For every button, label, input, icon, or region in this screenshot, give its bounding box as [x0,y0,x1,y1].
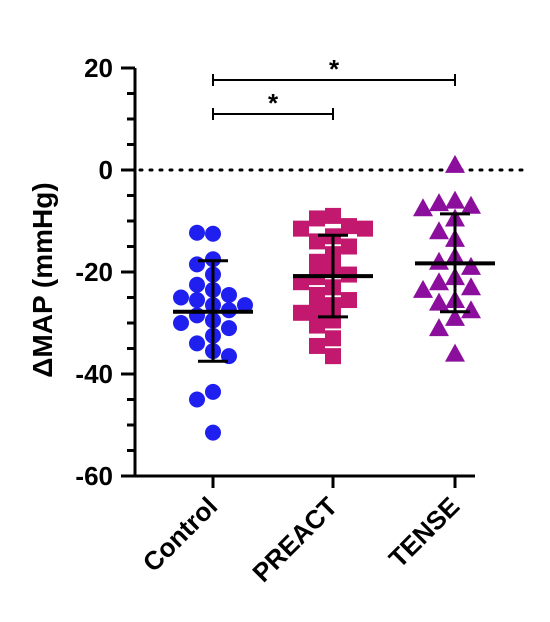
preact-point [341,292,357,309]
tense-point [429,292,449,311]
preact-point [293,304,309,321]
y-axis: 20 0 -20 -40 -60 [75,53,137,491]
preact-point [357,220,373,237]
tense-point [445,190,465,209]
control-point [173,289,189,306]
control-point [189,292,205,309]
tense-point [429,221,449,240]
preact-point [293,220,309,237]
tense-point [461,195,481,214]
preact-point [309,233,325,250]
control-point [205,424,221,441]
y-tick-label: -20 [75,257,113,287]
preact-point [341,218,357,235]
control-point [189,256,205,273]
x-category-label: TENSE [383,491,466,574]
tense-point [429,193,449,212]
mean-sd-bars [173,212,495,363]
preact-point [325,330,341,347]
tense-point [461,256,481,275]
preact-point [309,210,325,227]
control-point [205,251,221,268]
y-tick-label: -60 [75,461,113,491]
control-point [221,286,237,303]
control-point [189,391,205,408]
y-tick-label: -40 [75,359,113,389]
control-point [189,307,205,324]
preact-point [293,274,309,291]
control-point [173,315,189,331]
preact-point [309,253,325,270]
control-point [189,276,205,293]
significance-star: * [268,88,279,118]
control-point [221,320,237,337]
control-point [205,383,221,400]
data-points [173,154,481,441]
preact-point [309,317,325,334]
x-category-label: Control [137,491,224,578]
preact-point [341,238,357,255]
y-tick-label: 0 [99,155,113,185]
preact-point [309,302,325,319]
control-point [237,297,253,314]
tense-point [445,307,465,326]
x-axis: Control PREACT TENSE [133,474,475,588]
tense-point [429,251,449,270]
significance-star: * [329,54,340,84]
tense-point [429,272,449,291]
tense-point [461,277,481,296]
preact-point [325,348,341,365]
tense-point [445,154,465,173]
tense-point [461,300,481,319]
control-point [205,225,221,242]
control-point [189,224,205,241]
x-category-label: PREACT [246,491,343,588]
tense-point [413,198,433,217]
significance-brackets: ** [212,54,456,120]
tense-point [445,343,465,362]
preact-point [309,337,325,354]
preact-point [325,207,341,224]
tense-point [429,318,449,337]
preact-point [309,286,325,303]
y-axis-title: ΔMAP (mmHg) [27,182,58,377]
tense-point [413,279,433,298]
y-tick-label: 20 [84,53,113,83]
control-point [189,335,205,352]
